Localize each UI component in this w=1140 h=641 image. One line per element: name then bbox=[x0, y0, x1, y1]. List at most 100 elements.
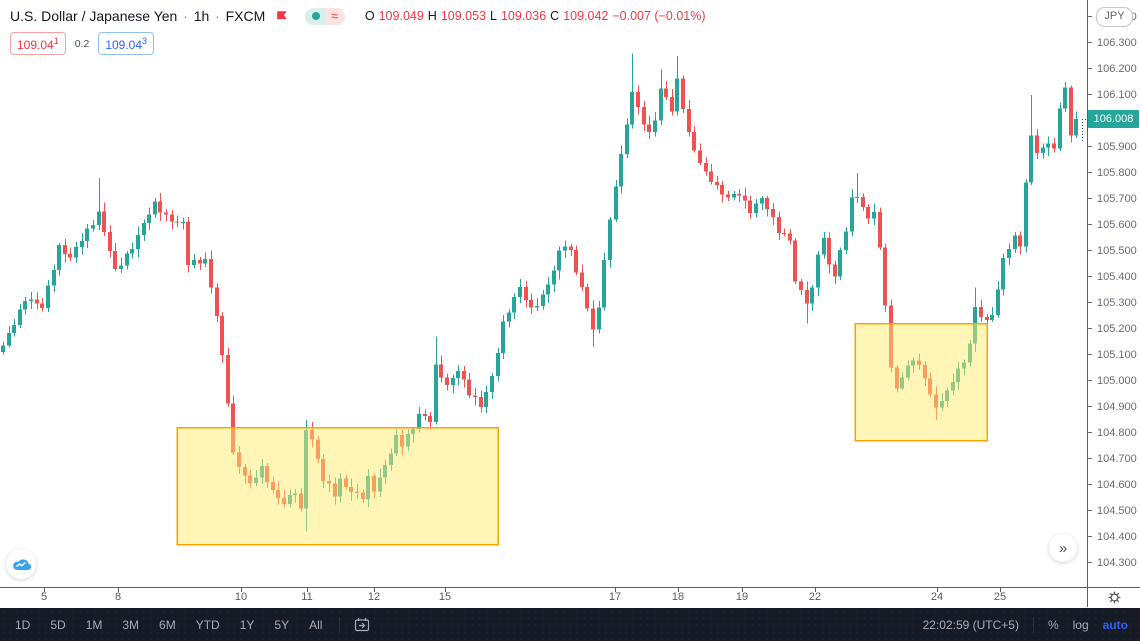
range-button-1m[interactable]: 1M bbox=[85, 617, 103, 632]
highlight-box[interactable] bbox=[176, 426, 499, 546]
buy-button[interactable]: 109.043 bbox=[98, 32, 155, 55]
clock[interactable]: 22:02:59 (UTC+5) bbox=[922, 617, 1019, 632]
range-button-1d[interactable]: 1D bbox=[15, 617, 31, 632]
separator-dot: · bbox=[183, 8, 188, 24]
price-tick bbox=[1088, 484, 1092, 486]
price-label: 105.200 bbox=[1097, 322, 1137, 335]
chevron-double-right-icon: » bbox=[1058, 539, 1068, 557]
price-tick bbox=[1088, 16, 1092, 18]
currency-toggle-button[interactable]: JPY bbox=[1096, 7, 1133, 27]
range-button-5y[interactable]: 5Y bbox=[274, 617, 290, 632]
time-axis[interactable]: 5 8 10 11 12 15 17 18 19 22 24 25 bbox=[0, 588, 1087, 607]
go-to-date-button[interactable] bbox=[354, 617, 370, 632]
calendar-icon bbox=[355, 618, 370, 632]
last-price-badge[interactable]: 106.008 bbox=[1088, 109, 1139, 128]
price-tick bbox=[1088, 354, 1092, 356]
price-label: 104.300 bbox=[1097, 556, 1137, 569]
sell-button[interactable]: 109.041 bbox=[10, 32, 66, 55]
price-tick bbox=[1088, 432, 1092, 434]
toolbar-divider bbox=[1032, 616, 1034, 633]
tradingview-logo-button[interactable] bbox=[6, 549, 36, 579]
price-tick bbox=[1088, 562, 1092, 564]
percent-scale-button[interactable]: % bbox=[1047, 617, 1059, 632]
time-tick bbox=[678, 588, 679, 592]
time-tick bbox=[445, 588, 446, 592]
buy-price: 109.04 bbox=[105, 38, 143, 52]
time-label: 22 bbox=[808, 591, 822, 603]
price-tick bbox=[1088, 172, 1092, 174]
highlight-box[interactable] bbox=[854, 322, 988, 442]
gear-icon bbox=[1108, 591, 1120, 604]
price-label: 105.800 bbox=[1097, 166, 1137, 179]
price-label: 104.400 bbox=[1097, 530, 1137, 543]
time-tick bbox=[118, 588, 119, 592]
price-label: 105.700 bbox=[1097, 192, 1137, 205]
range-button-3m[interactable]: 3M bbox=[122, 617, 140, 632]
price-label: 105.400 bbox=[1097, 270, 1137, 283]
data-source-toggle[interactable]: ≈ bbox=[305, 7, 345, 25]
range-button-all[interactable]: All bbox=[309, 617, 323, 632]
auto-scale-button[interactable]: auto bbox=[1102, 617, 1128, 632]
range-button-1y[interactable]: 1Y bbox=[239, 617, 255, 632]
price-label: 105.600 bbox=[1097, 218, 1137, 231]
flag-icon bbox=[277, 11, 288, 20]
price-label: 106.100 bbox=[1097, 88, 1137, 101]
status-dot-icon bbox=[312, 12, 321, 20]
time-tick bbox=[374, 588, 375, 592]
price-tick bbox=[1088, 536, 1092, 538]
candlestick-chart[interactable] bbox=[0, 0, 1087, 587]
expand-button[interactable]: » bbox=[1049, 534, 1077, 562]
time-tick bbox=[742, 588, 743, 592]
time-tick bbox=[241, 588, 242, 592]
time-tick bbox=[615, 588, 616, 592]
price-tick bbox=[1088, 406, 1092, 408]
price-scale[interactable]: JPY 106.008 106.400106.300106.200106.100… bbox=[1088, 0, 1140, 587]
time-label: 18 bbox=[671, 591, 685, 603]
flag-button[interactable] bbox=[275, 9, 289, 23]
time-label: 11 bbox=[301, 591, 313, 603]
price-scale-settings-button[interactable] bbox=[1088, 588, 1140, 607]
price-tick bbox=[1088, 458, 1092, 460]
high-value: 109.053 bbox=[440, 9, 487, 23]
price-label: 105.500 bbox=[1097, 244, 1137, 257]
approx-icon: ≈ bbox=[326, 7, 345, 25]
time-tick bbox=[815, 588, 816, 592]
symbol-title[interactable]: U.S. Dollar / Japanese Yen bbox=[10, 8, 178, 24]
log-scale-button[interactable]: log bbox=[1072, 617, 1089, 632]
close-label: C bbox=[550, 9, 560, 23]
bottom-toolbar: 1D 5D 1M 3M 6M YTD 1Y 5Y All 22:02:59 (UTC+5) % … bbox=[0, 608, 1140, 641]
close-value: 109.042 bbox=[563, 9, 609, 23]
price-tick bbox=[1088, 510, 1092, 512]
range-button-5d[interactable]: 5D bbox=[50, 617, 66, 632]
high-label: H bbox=[427, 9, 437, 23]
range-button-ytd[interactable]: YTD bbox=[195, 617, 220, 632]
price-label: 105.300 bbox=[1097, 296, 1137, 309]
price-tick bbox=[1088, 250, 1092, 252]
price-tick bbox=[1088, 198, 1092, 200]
price-tick bbox=[1088, 276, 1092, 278]
price-tick bbox=[1088, 146, 1092, 148]
price-tick bbox=[1088, 68, 1092, 70]
interval-label[interactable]: 1h bbox=[193, 8, 210, 24]
cloud-logo-icon bbox=[12, 558, 31, 570]
sell-price: 109.04 bbox=[17, 38, 54, 52]
price-label: 106.300 bbox=[1097, 36, 1137, 49]
price-tick bbox=[1088, 328, 1092, 330]
change-value: −0.007 (−0.01%) bbox=[612, 9, 706, 23]
price-tick bbox=[1088, 224, 1092, 226]
exchange-label: FXCM bbox=[225, 8, 266, 24]
ohlc-readout: O 109.049 H 109.053 L 109.036 C 109.042 … bbox=[365, 9, 706, 23]
price-label: 104.600 bbox=[1097, 478, 1137, 491]
time-label: 19 bbox=[735, 591, 749, 603]
price-label: 104.800 bbox=[1097, 426, 1137, 439]
time-tick bbox=[44, 588, 45, 592]
spread-value: 0.2 bbox=[74, 37, 90, 50]
price-label: 104.700 bbox=[1097, 452, 1137, 465]
time-label: 5 bbox=[40, 591, 48, 603]
time-tick bbox=[307, 588, 308, 592]
price-label: 104.500 bbox=[1097, 504, 1137, 517]
time-label: 25 bbox=[993, 591, 1007, 603]
range-button-6m[interactable]: 6M bbox=[159, 617, 176, 632]
separator-dot: · bbox=[215, 8, 220, 24]
